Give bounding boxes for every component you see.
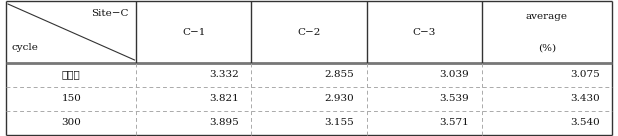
Text: 3.540: 3.540 bbox=[570, 118, 599, 127]
Text: 3.821: 3.821 bbox=[210, 94, 239, 103]
Text: 150: 150 bbox=[61, 94, 81, 103]
Text: Site−C: Site−C bbox=[91, 9, 129, 18]
Text: 3.539: 3.539 bbox=[440, 94, 470, 103]
Text: 3.571: 3.571 bbox=[440, 118, 470, 127]
Text: 3.155: 3.155 bbox=[324, 118, 355, 127]
Text: 3.895: 3.895 bbox=[210, 118, 239, 127]
Text: C−3: C−3 bbox=[412, 27, 436, 36]
Text: 3.039: 3.039 bbox=[440, 70, 470, 79]
Text: 초기값: 초기값 bbox=[62, 70, 81, 79]
Text: C−2: C−2 bbox=[297, 27, 321, 36]
Text: C−1: C−1 bbox=[182, 27, 206, 36]
Text: 3.332: 3.332 bbox=[210, 70, 239, 79]
Text: 300: 300 bbox=[61, 118, 81, 127]
Text: 3.430: 3.430 bbox=[570, 94, 599, 103]
Text: average: average bbox=[526, 12, 568, 21]
Text: 3.075: 3.075 bbox=[570, 70, 599, 79]
Text: 2.930: 2.930 bbox=[324, 94, 355, 103]
Text: 2.855: 2.855 bbox=[324, 70, 355, 79]
Text: cycle: cycle bbox=[11, 43, 38, 52]
Text: (%): (%) bbox=[538, 44, 556, 52]
